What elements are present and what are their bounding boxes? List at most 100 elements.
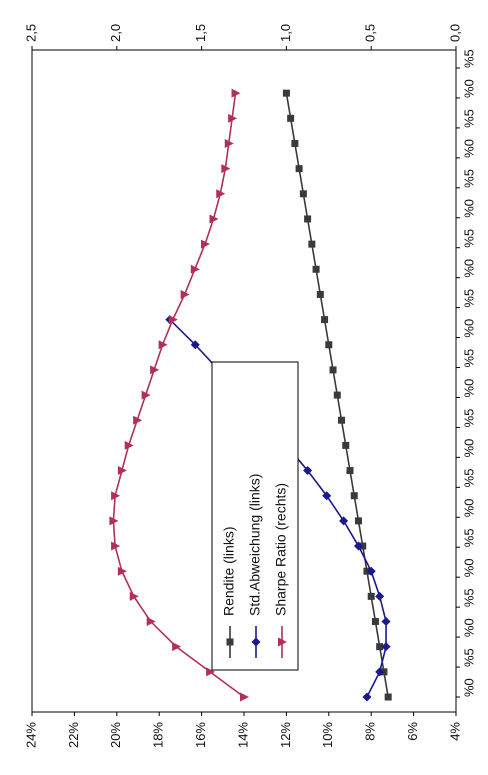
x-tick-label: %5 [461, 169, 476, 188]
data-point-triangle [124, 440, 134, 450]
data-point-triangle [172, 642, 182, 652]
data-point-diamond [322, 491, 332, 501]
data-point-square [282, 89, 290, 97]
data-point-triangle [180, 289, 190, 299]
left-tick-label: 16% [193, 722, 208, 748]
right-tick-label: 2,0 [108, 24, 123, 42]
data-point-diamond [381, 642, 391, 652]
x-tick-label: %5 [461, 588, 476, 607]
data-point-diamond [251, 637, 261, 647]
data-point-square [367, 592, 375, 600]
data-point-triangle [150, 365, 160, 375]
left-tick-label: 18% [151, 722, 166, 748]
data-point-square [321, 316, 329, 324]
x-tick-label: %5 [461, 109, 476, 128]
data-point-square [287, 114, 295, 122]
left-tick-label: 10% [320, 722, 335, 748]
x-tick-label: %5 [461, 349, 476, 368]
data-point-triangle [158, 340, 168, 350]
data-point-square [342, 441, 350, 449]
data-point-square [325, 341, 333, 349]
x-tick-label: %5 [461, 289, 476, 308]
data-point-square [316, 290, 324, 298]
x-tick-label: %5 [461, 49, 476, 68]
data-point-square [384, 693, 392, 701]
data-point-diamond [366, 566, 376, 576]
x-tick-label: %5 [461, 469, 476, 488]
left-tick-label: 24% [23, 722, 38, 748]
data-point-square [299, 190, 307, 198]
right-axis-ticks: 0,0 0,5 1,0 1,5 2,0 2,5 [23, 24, 462, 50]
data-point-triangle [200, 239, 210, 249]
data-point-triangle [117, 566, 127, 576]
data-point-square [354, 517, 362, 525]
data-point-triangle [109, 516, 119, 526]
data-point-triangle [224, 138, 234, 148]
data-point-square [291, 139, 299, 147]
right-tick-label: 1,5 [193, 24, 208, 42]
x-tick-label: %5 [461, 528, 476, 547]
data-point-square [338, 416, 346, 424]
left-tick-label: 12% [278, 722, 293, 748]
left-axis-ticks: 4% 6% 8% 10% 12% 14% 16% 18% 20% 22% 24% [23, 712, 462, 748]
x-tick-label: %0 [461, 498, 476, 517]
data-point-triangle [221, 164, 231, 174]
data-point-square [295, 165, 303, 173]
data-point-square [226, 638, 234, 646]
data-point-triangle [168, 315, 178, 325]
data-point-square [333, 391, 341, 399]
x-axis-ticks: %0 %5 %0 %5 %0 %5 %0 %5 %0 %5 %0 %5 %0 %5 %0 %5 %0 %5 %0 %5… [456, 49, 476, 698]
x-tick-label: %0 [461, 139, 476, 158]
data-point-square [329, 366, 337, 374]
right-tick-label: 0,5 [363, 24, 378, 42]
x-tick-label: %5 [461, 229, 476, 248]
data-point-diamond [190, 340, 200, 350]
data-point-square [312, 265, 320, 273]
x-tick-label: %0 [461, 379, 476, 398]
data-point-triangle [278, 637, 287, 647]
x-tick-label: %0 [461, 259, 476, 278]
data-point-triangle [216, 189, 226, 199]
legend-box [211, 361, 299, 671]
data-point-diamond [381, 617, 391, 627]
right-tick-label: 2,5 [23, 24, 38, 42]
series-2 [109, 88, 249, 702]
data-point-triangle [231, 88, 241, 98]
left-tick-label: 6% [405, 722, 420, 741]
data-point-diamond [375, 667, 385, 677]
data-point-diamond [353, 541, 363, 551]
left-tick-label: 8% [363, 722, 378, 741]
data-point-square [376, 643, 384, 651]
data-point-triangle [240, 692, 249, 702]
data-point-triangle [111, 491, 121, 501]
right-tick-label: 0,0 [447, 24, 462, 42]
data-point-triangle [111, 541, 121, 551]
x-tick-label: %5 [461, 648, 476, 667]
legend: Rendite (links) Std.Abweichung (links) Sha… [211, 361, 299, 671]
x-tick-label: %0 [461, 558, 476, 577]
x-tick-label: %0 [461, 199, 476, 218]
legend-label: Std.Abweichung (links) [247, 474, 263, 616]
data-point-square [304, 215, 312, 223]
left-tick-label: 14% [235, 722, 250, 748]
data-point-triangle [190, 264, 200, 274]
data-point-diamond [339, 516, 349, 526]
x-tick-label: %5 [461, 409, 476, 428]
legend-label: Rendite (links) [221, 527, 237, 616]
data-point-square [371, 618, 379, 626]
left-tick-label: 22% [66, 722, 81, 748]
x-tick-label: %0 [461, 678, 476, 697]
data-point-square [350, 492, 358, 500]
x-tick-label: %0 [461, 319, 476, 338]
data-point-diamond [375, 591, 385, 601]
data-point-triangle [146, 617, 156, 627]
left-tick-label: 20% [108, 722, 123, 748]
data-point-square [346, 467, 354, 475]
right-tick-label: 1,0 [278, 24, 293, 42]
data-point-triangle [209, 214, 219, 224]
data-point-triangle [228, 113, 238, 123]
x-tick-label: %0 [461, 439, 476, 458]
data-point-triangle [206, 667, 216, 677]
x-tick-label: %0 [461, 79, 476, 98]
data-point-triangle [117, 466, 127, 476]
